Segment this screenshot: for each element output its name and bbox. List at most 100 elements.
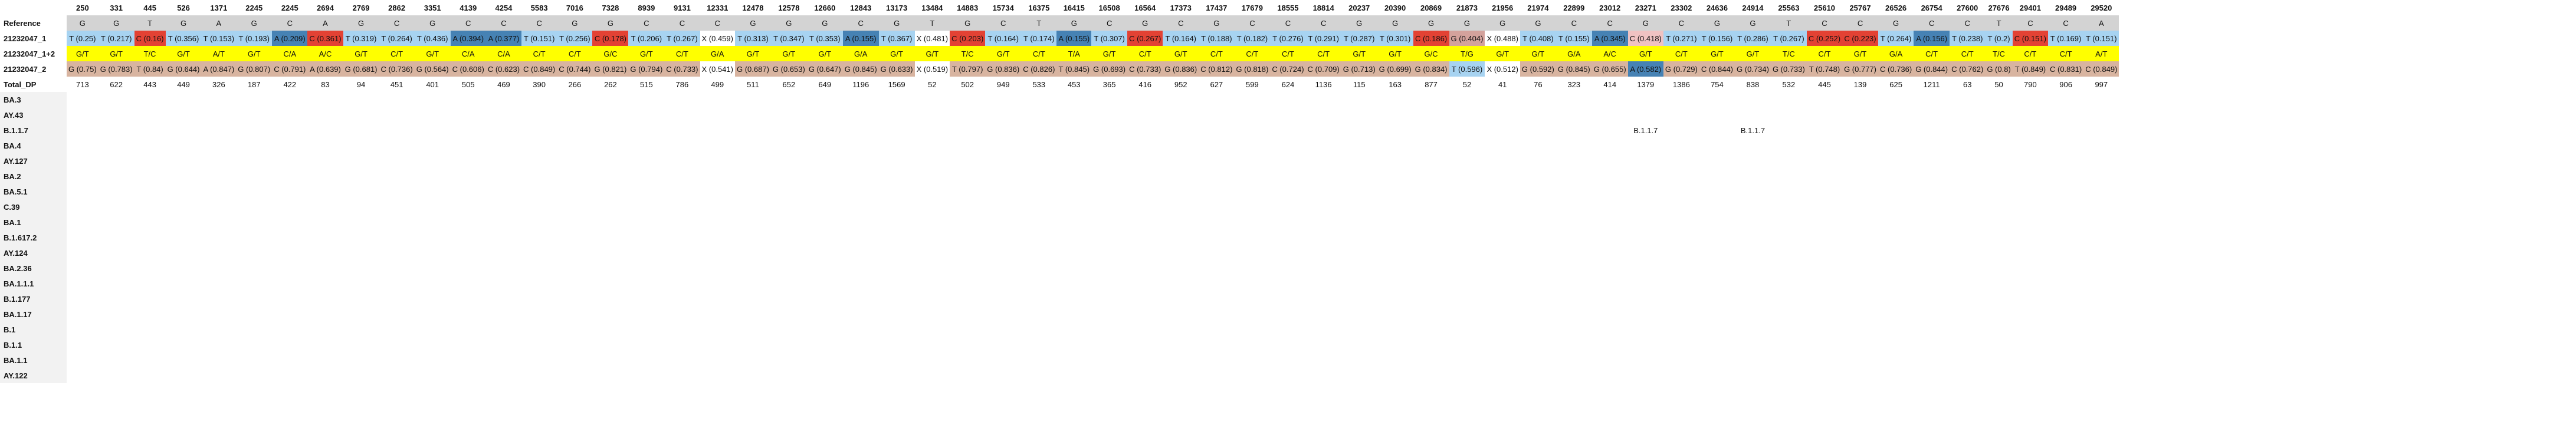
- data-cell: C (0.267): [1127, 31, 1163, 46]
- lineage-cell: [771, 230, 807, 245]
- lineage-cell: [379, 169, 415, 184]
- lineage-cell: [592, 169, 628, 184]
- lineage-cell: [1556, 352, 1592, 368]
- data-cell: G (0.734): [1735, 61, 1771, 77]
- lineage-cell: [1950, 123, 1985, 138]
- lineage-cell: [1663, 184, 1699, 199]
- lineage-cell: [202, 153, 237, 169]
- lineage-cell: [415, 276, 451, 291]
- lineage-cell: [1341, 153, 1377, 169]
- lineage-cell: [1091, 352, 1127, 368]
- lineage-cell: [700, 368, 735, 383]
- lineage-cell: [985, 337, 1021, 352]
- lineage-cell: [628, 260, 664, 276]
- data-cell: G: [236, 15, 273, 31]
- lineage-cell: [1413, 291, 1449, 306]
- lineage-cell: [807, 169, 843, 184]
- lineage-cell: [521, 123, 557, 138]
- data-cell: T/C: [950, 46, 986, 61]
- lineage-cell: [1842, 92, 1878, 107]
- lineage-cell: [915, 184, 950, 199]
- lineage-cell: [1807, 138, 1842, 153]
- data-cell: 627: [1210, 80, 1223, 89]
- lineage-cell: [1592, 215, 1628, 230]
- data-cell: C: [1806, 15, 1843, 31]
- lineage-cell: [2048, 291, 2083, 306]
- lineage-cell: [700, 230, 735, 245]
- lineage-cell: [950, 169, 985, 184]
- lineage-cell: [1985, 123, 2012, 138]
- lineage-cell: [99, 352, 134, 368]
- lineage-cell: [592, 245, 628, 260]
- lineage-cell: [2013, 337, 2048, 352]
- data-cell: C/T: [1663, 46, 1699, 61]
- lineage-cell: [1449, 169, 1485, 184]
- data-cell: C: [628, 15, 665, 31]
- lineage-cell: [1628, 199, 1663, 215]
- lineage-cell: [1270, 169, 1305, 184]
- lineage-cell: [202, 107, 237, 123]
- lineage-cell: [700, 260, 735, 276]
- lineage-cell: [307, 153, 343, 169]
- lineage-cell: B.1.1.7: [1740, 126, 1766, 135]
- data-cell: A/T: [2083, 46, 2119, 61]
- lineage-cell: [985, 107, 1021, 123]
- lineage-cell: [1807, 306, 1842, 322]
- lineage-cell: [879, 184, 915, 199]
- data-cell: C/T: [1234, 46, 1271, 61]
- data-cell: C: [1842, 15, 1878, 31]
- lineage-cell: [521, 215, 557, 230]
- row-label: BA.1: [0, 215, 67, 230]
- data-cell: G/T: [1091, 46, 1128, 61]
- lineage-cell: [1950, 153, 1985, 169]
- lineage-cell: [1377, 291, 1413, 306]
- lineage-cell: [1735, 260, 1771, 276]
- lineage-cell: [735, 199, 771, 215]
- lineage-cell: [1556, 291, 1592, 306]
- lineage-cell: [1556, 169, 1592, 184]
- lineage-cell: [843, 260, 879, 276]
- lineage-cell: [592, 230, 628, 245]
- data-cell: G: [414, 15, 451, 31]
- data-cell: C/T: [1021, 46, 1057, 61]
- lineage-cell: [1199, 322, 1234, 337]
- lineage-cell: [1914, 306, 1950, 322]
- position-header: 23271: [1635, 3, 1656, 12]
- lineage-cell: [1663, 138, 1699, 153]
- lineage-cell: [915, 245, 950, 260]
- position-header: 16415: [1063, 3, 1085, 12]
- data-cell: C (0.361): [307, 31, 343, 46]
- data-cell: C (0.736): [379, 61, 415, 77]
- lineage-cell: [1556, 107, 1592, 123]
- lineage-cell: [1842, 138, 1878, 153]
- position-header: 21873: [1456, 3, 1478, 12]
- lineage-cell: [843, 123, 879, 138]
- lineage-cell: [879, 169, 915, 184]
- lineage-cell: [202, 169, 237, 184]
- lineage-cell: [1234, 368, 1270, 383]
- lineage-cell: [1807, 322, 1842, 337]
- lineage-cell: [415, 260, 451, 276]
- lineage-cell: [1914, 153, 1950, 169]
- lineage-cell: [1914, 123, 1950, 138]
- lineage-cell: [879, 352, 915, 368]
- lineage-cell: [202, 230, 237, 245]
- lineage-cell: [2013, 92, 2048, 107]
- lineage-cell: [557, 368, 592, 383]
- lineage-cell: [1556, 337, 1592, 352]
- lineage-cell: [771, 352, 807, 368]
- lineage-cell: [166, 169, 202, 184]
- lineage-cell: [1270, 306, 1305, 322]
- lineage-cell: [1234, 276, 1270, 291]
- lineage-cell: [415, 215, 451, 230]
- lineage-cell: [2013, 153, 2048, 169]
- lineage-cell: [771, 123, 807, 138]
- lineage-cell: [700, 107, 735, 123]
- position-header: 2245: [281, 3, 298, 12]
- data-cell: T (0.238): [1950, 31, 1986, 46]
- lineage-cell: [1377, 368, 1413, 383]
- lineage-cell: [1341, 276, 1377, 291]
- lineage-cell: [307, 306, 343, 322]
- lineage-cell: [915, 260, 950, 276]
- lineage-cell: [1377, 107, 1413, 123]
